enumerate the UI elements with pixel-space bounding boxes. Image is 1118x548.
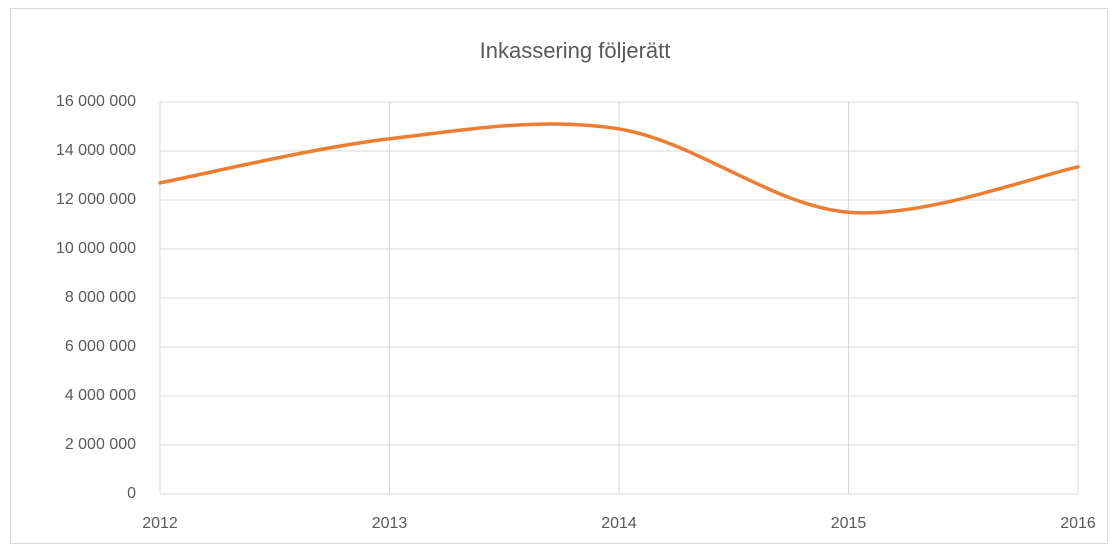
- y-tick-label: 4 000 000: [65, 387, 136, 404]
- x-tick-label: 2016: [1060, 515, 1096, 532]
- y-tick-label: 0: [127, 485, 136, 502]
- y-tick-label: 10 000 000: [56, 240, 136, 257]
- y-tick-label: 6 000 000: [65, 338, 136, 355]
- y-tick-label: 14 000 000: [56, 142, 136, 159]
- y-tick-label: 8 000 000: [65, 289, 136, 306]
- y-tick-label: 16 000 000: [56, 93, 136, 110]
- line-series: [158, 122, 1080, 215]
- x-tick-label: 2012: [142, 515, 178, 532]
- x-tick-label: 2015: [831, 515, 867, 532]
- chart-frame: [10, 8, 1108, 544]
- chart-title: Inkassering följerätt: [480, 38, 671, 63]
- x-tick-label: 2014: [601, 515, 637, 532]
- y-tick-label: 2 000 000: [65, 436, 136, 453]
- x-tick-label: 2013: [372, 515, 408, 532]
- y-tick-label: 12 000 000: [56, 191, 136, 208]
